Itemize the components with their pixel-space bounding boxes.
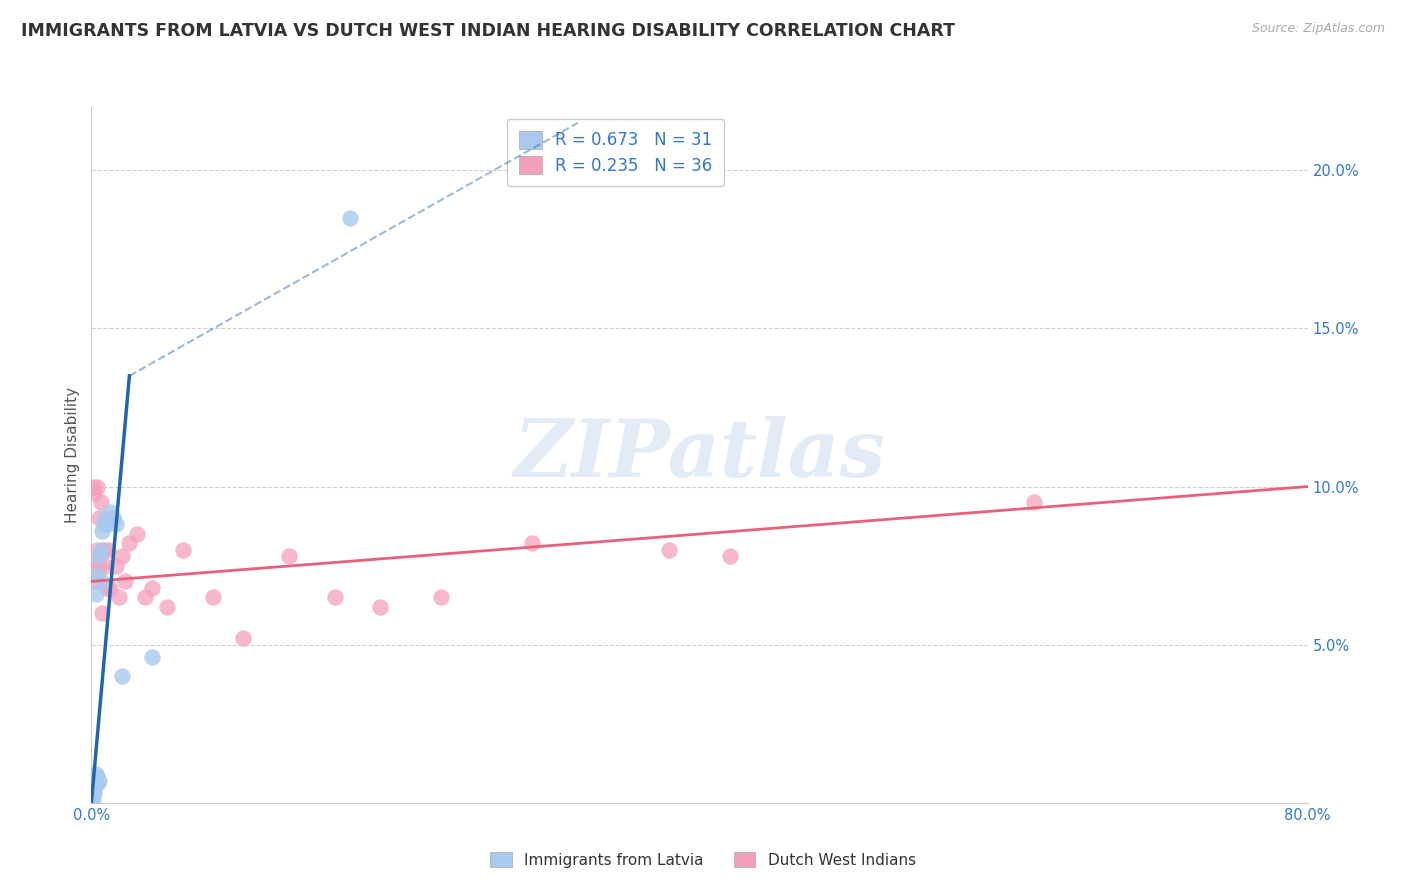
Point (111, 669, 134, 683)
Point (104, 558, 127, 573)
Point (87, 558, 110, 573)
Point (125, 527, 148, 541)
Point (172, 542, 194, 557)
Point (202, 591, 225, 605)
Point (89, 495, 111, 509)
Y-axis label: Hearing Disability: Hearing Disability (65, 387, 80, 523)
Point (368, 599, 391, 614)
Point (83, 771, 105, 785)
Legend: R = 0.673   N = 31, R = 0.235   N = 36: R = 0.673 N = 31, R = 0.235 N = 36 (508, 119, 724, 186)
Point (278, 549, 301, 563)
Point (101, 511, 124, 525)
Point (83, 786, 105, 800)
Point (82, 777, 104, 791)
Point (104, 517, 127, 532)
Point (83, 777, 105, 791)
Point (232, 632, 254, 646)
Point (323, 591, 346, 605)
Point (86, 777, 108, 791)
Point (93, 517, 115, 532)
Point (97, 542, 120, 557)
Point (82, 773, 104, 788)
Point (114, 574, 136, 589)
Point (84, 767, 107, 781)
Point (339, 211, 361, 225)
Point (94, 511, 117, 525)
Text: ZIPatlas: ZIPatlas (513, 417, 886, 493)
Point (83, 558, 105, 573)
Point (98, 581, 121, 595)
Point (94, 558, 117, 573)
Point (84, 574, 107, 589)
Point (86, 771, 108, 785)
Text: IMMIGRANTS FROM LATVIA VS DUTCH WEST INDIAN HEARING DISABILITY CORRELATION CHART: IMMIGRANTS FROM LATVIA VS DUTCH WEST IND… (21, 22, 955, 40)
Point (118, 536, 141, 550)
Point (141, 581, 163, 595)
Point (80, 796, 103, 810)
Text: Source: ZipAtlas.com: Source: ZipAtlas.com (1251, 22, 1385, 36)
Point (111, 549, 134, 563)
Point (80, 786, 103, 800)
Point (134, 591, 156, 605)
Point (89, 574, 111, 589)
Point (84, 773, 107, 788)
Point (156, 599, 179, 614)
Point (141, 650, 163, 665)
Point (83, 780, 105, 794)
Point (91, 606, 114, 620)
Point (96, 581, 118, 595)
Point (93, 542, 115, 557)
Point (87, 549, 110, 563)
Point (658, 542, 681, 557)
Point (522, 536, 544, 550)
Legend: Immigrants from Latvia, Dutch West Indians: Immigrants from Latvia, Dutch West India… (482, 845, 924, 875)
Point (718, 549, 741, 563)
Point (86, 542, 108, 557)
Point (101, 511, 124, 525)
Point (83, 486, 105, 500)
Point (89, 542, 111, 557)
Point (1022, 495, 1045, 509)
Point (98, 505, 121, 519)
Point (86, 479, 108, 493)
Point (87, 511, 110, 525)
Point (82, 783, 104, 797)
Point (86, 568, 108, 582)
Point (107, 591, 129, 605)
Point (82, 771, 104, 785)
Point (87, 773, 110, 788)
Point (96, 517, 118, 532)
Point (91, 524, 114, 538)
Point (84, 587, 107, 601)
Point (430, 591, 453, 605)
Point (82, 792, 104, 806)
Point (82, 479, 104, 493)
